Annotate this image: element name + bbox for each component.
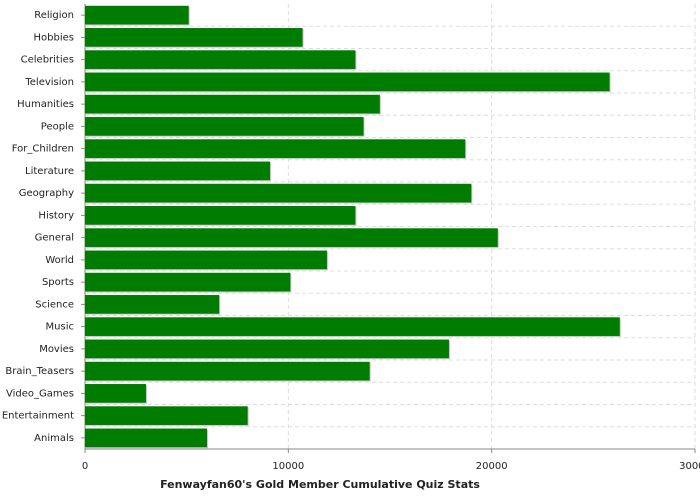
bar [85,183,472,203]
bar [85,250,327,270]
bar [85,317,620,336]
y-tick-label: General [35,233,74,244]
y-tick-label: Science [35,299,74,310]
y-tick-label: Music [46,322,74,333]
x-tick-label: 0 [82,461,88,472]
bar [85,272,291,292]
y-tick-label: World [45,255,74,266]
bar [85,428,207,448]
bar [85,339,449,359]
y-tick-label: Video_Games [6,388,74,399]
y-tick-label: Sports [42,277,74,288]
y-tick-label: Geography [19,188,74,199]
x-tick-label: 20000 [476,461,508,472]
y-tick-label: Hobbies [34,32,74,43]
y-tick-label: Television [24,77,74,88]
bar [85,50,356,69]
bar [85,5,189,25]
y-tick-label: History [38,210,74,221]
y-tick-label: Literature [25,166,74,177]
bar [85,28,303,47]
bar [85,361,370,381]
bar [85,161,271,181]
y-tick-label: Brain_Teasers [5,366,74,377]
bar [85,117,364,136]
chart-title: Fenwayfan60's Gold Member Cumulative Qui… [160,478,480,491]
bar [85,228,498,247]
bar [85,206,356,225]
y-tick-label: Movies [39,344,74,355]
x-tick-label: 10000 [272,461,304,472]
x-tick-label: 30000 [679,461,700,472]
y-tick-label: Entertainment [2,411,74,422]
y-tick-label: Humanities [17,99,74,110]
bar [85,406,248,425]
bar [85,94,380,114]
bar [85,384,146,403]
y-tick-label: Religion [34,10,74,21]
y-tick-label: Celebrities [21,55,74,66]
y-tick-label: People [41,121,74,132]
y-tick-label: Animals [34,433,74,444]
bar [85,72,610,92]
bar [85,295,220,314]
bar [85,139,466,158]
y-tick-label: For_Children [12,144,74,155]
